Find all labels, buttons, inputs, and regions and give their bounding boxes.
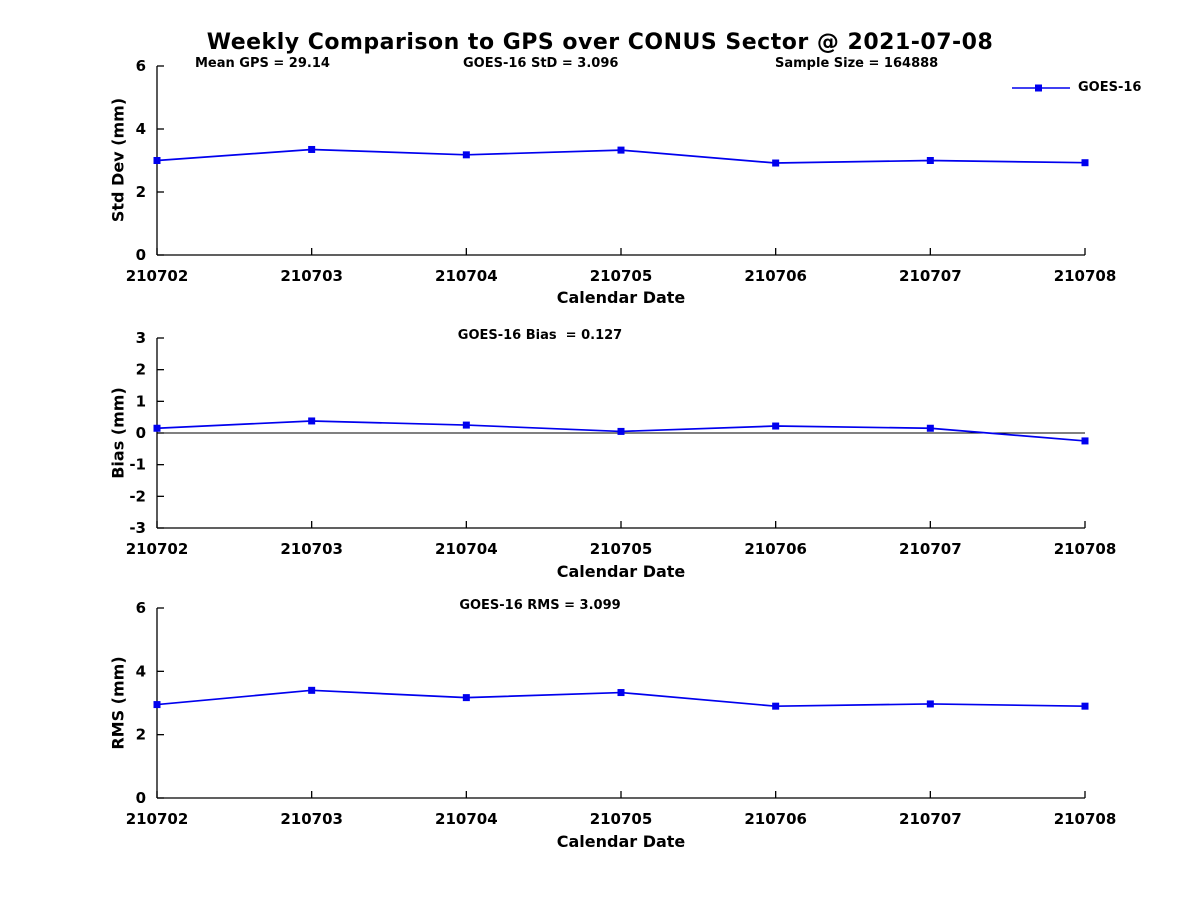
std-dev-plot: 0 2 4 6 210702 210703 210704 210705 210706 210707… (126, 57, 1117, 285)
svg-text:210704: 210704 (435, 540, 498, 558)
svg-text:210704: 210704 (435, 267, 498, 285)
rms-annotation: GOES-16 RMS = 3.099 (459, 598, 621, 613)
legend-label: GOES-16 (1078, 80, 1142, 95)
bias-plot: -3 -2 -1 0 1 2 3 210702 210703 210704 210705 210706… (126, 329, 1117, 558)
rms-chart: GOES-16 RMS = 3.099 RMS (mm) 0 2 4 6 210702 2… (0, 592, 1200, 860)
bias-chart: GOES-16 Bias = 0.127 Bias (mm) -3 -2 -1 0 1 2… (0, 322, 1200, 590)
svg-text:210702: 210702 (126, 540, 189, 558)
svg-text:2: 2 (136, 726, 146, 744)
svg-text:210707: 210707 (899, 267, 962, 285)
svg-text:0: 0 (136, 789, 146, 807)
svg-text:2: 2 (136, 361, 146, 379)
bias-x-axis-label: Calendar Date (556, 562, 686, 581)
svg-text:210708: 210708 (1054, 540, 1117, 558)
svg-text:210702: 210702 (126, 267, 189, 285)
svg-text:4: 4 (136, 662, 146, 680)
svg-text:4: 4 (136, 120, 146, 138)
svg-text:210705: 210705 (590, 267, 653, 285)
rms-x-axis-label: Calendar Date (556, 832, 686, 851)
svg-text:6: 6 (136, 599, 146, 617)
bias-annotation: GOES-16 Bias = 0.127 (457, 328, 623, 343)
svg-text:210708: 210708 (1054, 267, 1117, 285)
svg-text:0: 0 (136, 246, 146, 264)
sample-size-annotation: Sample Size = 164888 (775, 56, 939, 71)
std-dev-chart: Mean GPS = 29.14 GOES-16 StD = 3.096 Sam… (0, 42, 1200, 310)
svg-text:210703: 210703 (280, 810, 343, 828)
svg-text:210706: 210706 (744, 810, 807, 828)
svg-text:-2: -2 (129, 487, 146, 505)
std-dev-x-axis-label: Calendar Date (556, 288, 686, 307)
svg-text:1: 1 (136, 392, 146, 410)
legend-line-marker-icon (1012, 84, 1070, 91)
legend: GOES-16 (1012, 80, 1141, 95)
svg-text:210703: 210703 (280, 540, 343, 558)
svg-text:210703: 210703 (280, 267, 343, 285)
svg-text:2: 2 (136, 183, 146, 201)
svg-text:210708: 210708 (1054, 810, 1117, 828)
svg-text:210705: 210705 (590, 540, 653, 558)
svg-text:210705: 210705 (590, 810, 653, 828)
svg-text:210706: 210706 (744, 540, 807, 558)
page-title: Weekly Comparison to GPS over CONUS Sect… (206, 30, 994, 55)
svg-text:-3: -3 (129, 519, 146, 537)
svg-text:210702: 210702 (126, 810, 189, 828)
svg-text:210706: 210706 (744, 267, 807, 285)
rms-plot: 0 2 4 6 210702 210703 210704 210705 210706 210707… (126, 599, 1117, 828)
svg-text:210704: 210704 (435, 810, 498, 828)
svg-text:210707: 210707 (899, 540, 962, 558)
svg-text:-1: -1 (129, 456, 146, 474)
svg-text:3: 3 (136, 329, 146, 347)
svg-text:210707: 210707 (899, 810, 962, 828)
mean-gps-annotation: Mean GPS = 29.14 (195, 56, 330, 71)
svg-text:6: 6 (136, 57, 146, 75)
svg-text:0: 0 (136, 424, 146, 442)
std-annotation: GOES-16 StD = 3.096 (463, 56, 619, 71)
